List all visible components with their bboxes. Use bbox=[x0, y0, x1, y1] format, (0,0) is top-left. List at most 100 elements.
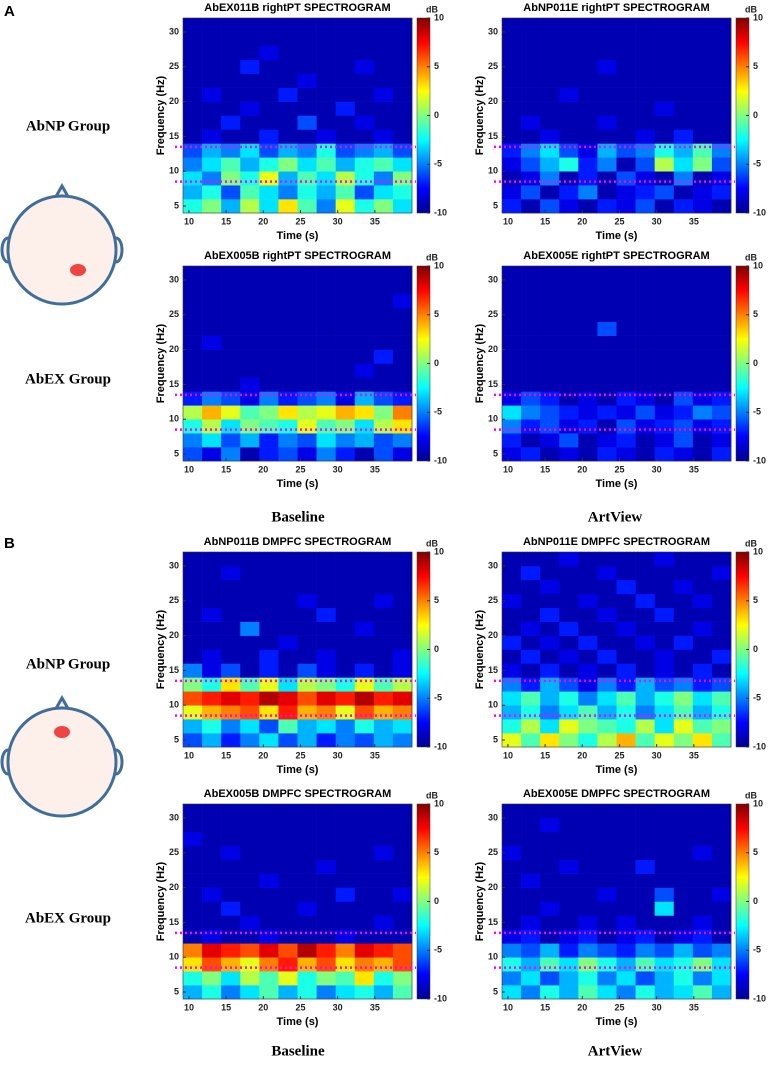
cell bbox=[654, 349, 675, 364]
colorbar-tick-label: 0 bbox=[753, 896, 758, 906]
cell bbox=[521, 129, 541, 144]
cell bbox=[711, 621, 732, 636]
cell bbox=[521, 419, 541, 434]
cell bbox=[278, 363, 298, 378]
y-tick-label: 15 bbox=[169, 131, 179, 141]
cell bbox=[183, 887, 203, 902]
cell bbox=[578, 873, 598, 888]
cell bbox=[521, 405, 541, 420]
cell bbox=[673, 719, 694, 734]
cell bbox=[183, 859, 203, 874]
cell bbox=[392, 705, 413, 720]
cell bbox=[259, 943, 279, 958]
cell bbox=[183, 565, 203, 581]
cell bbox=[616, 335, 636, 350]
cell bbox=[221, 635, 241, 650]
cell bbox=[373, 335, 394, 350]
cell bbox=[221, 405, 241, 420]
cell bbox=[711, 87, 732, 102]
cell bbox=[354, 663, 375, 678]
cell bbox=[278, 171, 298, 186]
cell bbox=[240, 115, 260, 130]
cell bbox=[654, 873, 675, 888]
cell bbox=[559, 199, 579, 214]
cell bbox=[335, 901, 356, 916]
cell bbox=[221, 447, 241, 462]
chart-title: AbEX005E rightPT SPECTROGRAM bbox=[523, 250, 709, 262]
cell bbox=[502, 817, 522, 833]
cell bbox=[559, 171, 579, 186]
cell bbox=[316, 391, 336, 406]
cell bbox=[673, 929, 694, 944]
cell bbox=[240, 419, 260, 434]
cell bbox=[654, 307, 675, 323]
cell bbox=[616, 733, 636, 748]
cell bbox=[392, 552, 413, 567]
cell bbox=[578, 831, 598, 847]
cell bbox=[316, 363, 336, 378]
cell bbox=[183, 185, 203, 200]
cell bbox=[711, 929, 732, 944]
chart-title: AbEX011B rightPT SPECTROGRAM bbox=[204, 2, 390, 14]
y-tick-label: 25 bbox=[169, 847, 179, 857]
section-label: B bbox=[4, 535, 15, 552]
cell bbox=[297, 185, 317, 200]
cell bbox=[183, 621, 203, 636]
cell bbox=[616, 873, 636, 888]
spectrogram bbox=[502, 18, 732, 214]
cell bbox=[335, 115, 356, 130]
cell bbox=[540, 335, 560, 350]
cell bbox=[597, 129, 617, 144]
cell bbox=[297, 733, 317, 748]
cell bbox=[540, 171, 560, 186]
cell bbox=[654, 845, 675, 861]
cell bbox=[578, 593, 598, 609]
cell bbox=[521, 607, 541, 622]
y-tick-label: 30 bbox=[488, 274, 498, 284]
cell bbox=[297, 335, 317, 350]
cell bbox=[502, 433, 522, 448]
cell bbox=[373, 845, 394, 861]
cell bbox=[354, 447, 375, 462]
cell bbox=[521, 185, 541, 200]
y-tick-label: 15 bbox=[488, 131, 498, 141]
cell bbox=[597, 635, 617, 650]
cell bbox=[335, 565, 356, 581]
cell bbox=[316, 377, 336, 392]
cell bbox=[673, 31, 694, 47]
cell bbox=[635, 279, 655, 295]
cell bbox=[673, 279, 694, 295]
cell bbox=[278, 101, 298, 116]
colorbar-tick-label: 0 bbox=[434, 644, 439, 654]
colorbar-tick-label: -10 bbox=[753, 455, 766, 465]
cell bbox=[202, 887, 222, 902]
x-axis-label: Time (s) bbox=[596, 1016, 638, 1028]
cell bbox=[540, 349, 560, 364]
cell bbox=[578, 859, 598, 874]
y-axis-label: Frequency (Hz) bbox=[474, 609, 486, 689]
cell bbox=[373, 171, 394, 186]
cell bbox=[673, 405, 694, 420]
cell bbox=[711, 433, 732, 448]
cell bbox=[335, 31, 356, 47]
cell bbox=[673, 59, 694, 75]
cell bbox=[297, 607, 317, 622]
cell bbox=[578, 677, 598, 692]
condition-label: ArtView bbox=[588, 1043, 643, 1059]
cell bbox=[654, 621, 675, 636]
cell bbox=[259, 185, 279, 200]
cell bbox=[373, 18, 394, 33]
chart-title: AbEX005B DMPFC SPECTROGRAM bbox=[204, 788, 392, 800]
cell bbox=[297, 915, 317, 930]
cell bbox=[183, 171, 203, 186]
cell bbox=[616, 831, 636, 847]
cell bbox=[297, 433, 317, 448]
cell bbox=[335, 691, 356, 706]
cell bbox=[221, 887, 241, 902]
cell bbox=[297, 691, 317, 706]
cell bbox=[183, 321, 203, 336]
cell bbox=[502, 901, 522, 916]
cell bbox=[297, 18, 317, 33]
cell bbox=[540, 579, 560, 595]
cell bbox=[316, 607, 336, 622]
